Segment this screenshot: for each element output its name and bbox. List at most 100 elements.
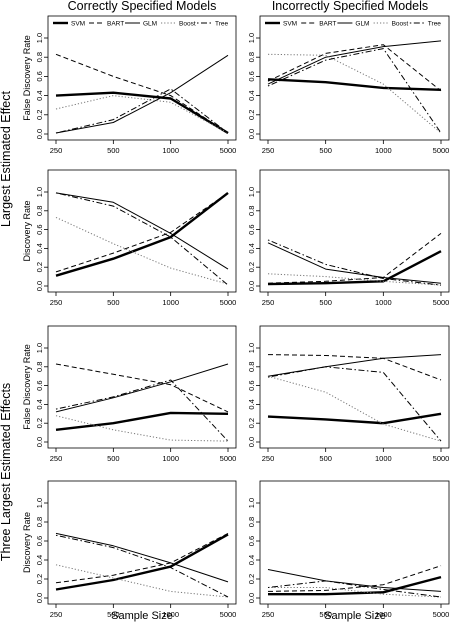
y-tick-label: 1.0 [247, 187, 256, 197]
y-tick-label: 0.0 [247, 281, 256, 291]
y-tick-label: 1.0 [35, 187, 44, 197]
series-line-glm [267, 40, 442, 85]
y-tick-label: 0.8 [247, 517, 256, 527]
series-line-glm [55, 54, 229, 134]
series-line-svm [267, 250, 442, 286]
series-line-glm [55, 532, 229, 583]
y-tick-label: 0.2 [247, 418, 256, 428]
x-tick-label: 5000 [220, 146, 237, 155]
series-line-bart [267, 44, 442, 92]
series-line-boost [267, 53, 442, 134]
series-line-tree [267, 48, 442, 134]
series-line-glm [55, 192, 229, 270]
series-line-tree [55, 379, 229, 442]
y-tick-label: 0.6 [247, 536, 256, 546]
x-axis-label-right: Sample Size [324, 610, 386, 622]
legend-label-boost: Boost [179, 21, 196, 28]
series-line-boost [267, 375, 442, 442]
y-tick-label: 0.0 [247, 129, 256, 139]
x-tick-label: 1000 [162, 298, 179, 307]
x-tick-label: 1000 [375, 610, 392, 619]
x-tick-label: 5000 [433, 610, 450, 619]
x-tick-label: 250 [50, 298, 63, 307]
y-tick-label: 0.8 [35, 517, 44, 527]
x-tick-label: 1000 [162, 454, 179, 463]
y-tick-label: 0.2 [35, 110, 44, 120]
series-line-svm [267, 78, 442, 91]
plot-frame [259, 480, 450, 605]
series-line-bart [267, 565, 442, 592]
x-tick-label: 1000 [162, 146, 179, 155]
series-line-boost [55, 564, 229, 598]
y-tick-label: 0.6 [35, 71, 44, 81]
x-tick-label: 250 [262, 610, 275, 619]
x-tick-label: 500 [107, 610, 120, 619]
plot-frame [259, 169, 450, 293]
y-tick-label: 0.6 [35, 536, 44, 546]
y-axis-label: False Discovery Rate [22, 344, 32, 430]
panel-r3-c1: 0.0 0.2 0.4 0.6 0.8 1.0 250 500 1000 5000 [247, 480, 450, 619]
series-line-glm [267, 242, 442, 284]
series-line-boost [268, 587, 442, 598]
y-tick-label: 0.0 [35, 593, 44, 603]
series-line-bart [267, 354, 442, 381]
y-tick-label: 0.4 [247, 243, 256, 253]
series-line-bart [55, 53, 229, 134]
x-tick-label: 1000 [375, 454, 392, 463]
series-line-tree [267, 239, 442, 286]
x-tick-label: 1000 [375, 146, 392, 155]
series-line-svm [55, 91, 229, 135]
legend-label-tree: Tree [428, 21, 442, 28]
series-line-boost [55, 415, 229, 442]
y-axis-label: False Discovery Rate [22, 35, 32, 121]
series-line-svm [55, 411, 229, 431]
chart-panels: 0.0 0.2 0.4 0.6 0.8 1.0 False Discovery Rate 25… [22, 15, 450, 619]
y-tick-label: 0.0 [247, 593, 256, 603]
x-axis-label-left: Sample Size [111, 610, 173, 622]
x-tick-label: 250 [50, 454, 63, 463]
legend-label-glm: GLM [355, 21, 369, 28]
y-tick-label: 0.4 [35, 243, 44, 253]
series-line-tree [55, 534, 229, 598]
y-tick-label: 0.8 [35, 52, 44, 62]
plot-frame [47, 480, 237, 605]
y-tick-label: 0.4 [247, 90, 256, 100]
y-tick-label: 1.0 [247, 33, 256, 43]
x-tick-label: 500 [319, 146, 332, 155]
legend-label-glm: GLM [143, 21, 157, 28]
panel-r2-c1: 0.0 0.2 0.4 0.6 0.8 1.0 250 500 1000 5000 [247, 325, 450, 463]
series-line-bart [55, 363, 229, 413]
y-tick-label: 0.8 [35, 206, 44, 216]
legend-label-svm: SVM [71, 21, 85, 28]
x-tick-label: 5000 [433, 454, 450, 463]
series-line-svm [55, 191, 229, 277]
y-tick-label: 0.0 [247, 437, 256, 447]
series-line-glm [55, 363, 229, 413]
legend-label-bart: BART [107, 21, 124, 28]
plot-frame [47, 325, 237, 449]
y-tick-label: 0.4 [247, 399, 256, 409]
y-tick-label: 0.2 [35, 418, 44, 428]
x-tick-label: 5000 [433, 146, 450, 155]
y-tick-label: 0.0 [35, 281, 44, 291]
y-tick-label: 0.4 [35, 555, 44, 565]
y-tick-label: 0.8 [247, 206, 256, 216]
panel-r1-c1: 0.0 0.2 0.4 0.6 0.8 1.0 250 500 1000 5000 [247, 169, 450, 307]
series-line-bart [267, 233, 442, 284]
x-tick-label: 500 [319, 610, 332, 619]
y-tick-label: 0.6 [247, 71, 256, 81]
y-tick-label: 0.6 [247, 224, 256, 234]
series-line-tree [267, 580, 442, 598]
row-group-label-bottom: Three Largest Estimated Effects [0, 383, 13, 561]
x-tick-label: 5000 [433, 298, 450, 307]
series-line-bart [55, 532, 229, 584]
plot-frame [259, 325, 450, 449]
y-tick-label: 0.2 [247, 574, 256, 584]
x-tick-label: 500 [107, 298, 120, 307]
legend-label-bart: BART [319, 21, 336, 28]
y-tick-label: 0.8 [247, 52, 256, 62]
series-line-glm [267, 569, 442, 592]
